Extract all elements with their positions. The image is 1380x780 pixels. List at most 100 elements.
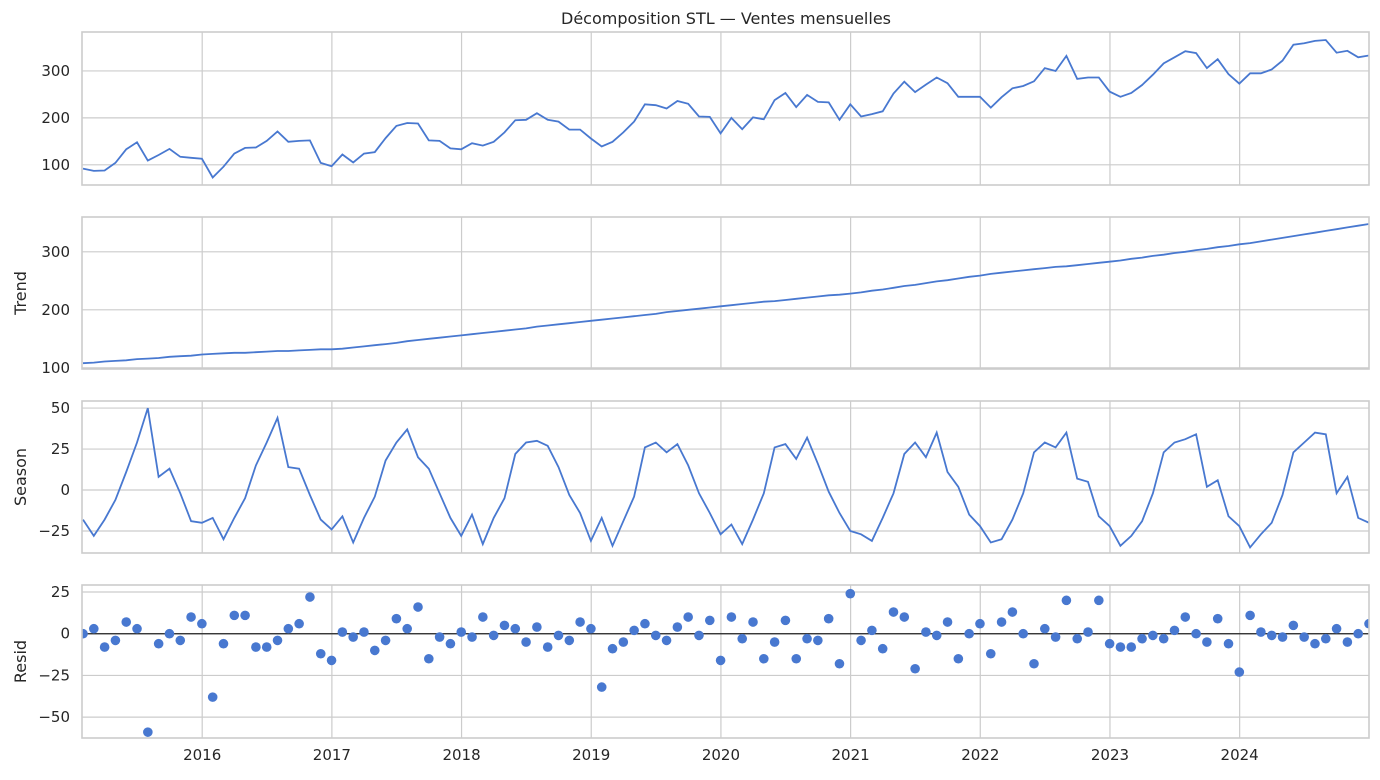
resid-point xyxy=(1342,637,1353,647)
resid-point xyxy=(1353,628,1363,639)
resid-point xyxy=(791,653,802,664)
resid-point xyxy=(618,637,629,647)
resid-point xyxy=(305,592,315,602)
resid-point xyxy=(445,638,456,649)
y-tick-label: 300 xyxy=(41,243,70,261)
resid-point xyxy=(1299,632,1309,642)
resid-point xyxy=(964,628,974,639)
panel-resid: 2016 2017 2018 2019 2020 2021 2022 2023 2024 −50 −… xyxy=(11,583,1370,764)
resid-point xyxy=(553,630,564,641)
resid-point xyxy=(953,653,964,664)
resid-point xyxy=(1310,638,1320,649)
resid-point xyxy=(575,617,585,627)
resid-point xyxy=(996,617,1007,627)
resid-point xyxy=(89,623,99,634)
resid-point xyxy=(82,628,88,639)
resid-point xyxy=(1256,627,1266,637)
resid-point xyxy=(1039,623,1050,634)
resid-point xyxy=(488,630,499,641)
resid-point xyxy=(1266,630,1277,641)
resid-point xyxy=(1331,623,1342,634)
resid-point xyxy=(596,682,607,692)
y-tick-label: 25 xyxy=(51,440,70,458)
resid-point xyxy=(1072,633,1083,644)
resid-point xyxy=(424,653,434,664)
resid-point xyxy=(834,658,845,669)
resid-point xyxy=(672,622,683,632)
resid-point xyxy=(1202,637,1212,647)
resid-point xyxy=(391,613,402,624)
y-axis-label: Trend xyxy=(11,271,30,316)
resid-point xyxy=(542,642,553,652)
x-tick-label: 2019 xyxy=(572,746,610,764)
resid-point xyxy=(1007,607,1018,617)
series-line xyxy=(82,39,1369,179)
resid-point xyxy=(1288,620,1299,631)
resid-point xyxy=(251,642,261,652)
resid-point xyxy=(1245,610,1255,621)
resid-point xyxy=(402,623,413,634)
resid-point xyxy=(1148,630,1158,641)
resid-point xyxy=(931,630,942,641)
resid-point xyxy=(1115,642,1126,652)
resid-point xyxy=(413,602,423,612)
panel-trend: 100 200 300 Trend xyxy=(11,216,1370,377)
resid-point xyxy=(499,620,510,631)
resid-point xyxy=(650,630,661,641)
y-tick-label: 100 xyxy=(41,156,70,174)
resid-point xyxy=(1364,618,1369,629)
resid-point xyxy=(921,627,931,637)
resid-point xyxy=(1320,633,1331,644)
panel-season: −25 0 25 50 Season xyxy=(11,399,1370,554)
y-tick-label: −50 xyxy=(38,708,70,726)
resid-point xyxy=(229,610,240,621)
series-line xyxy=(82,223,1369,365)
resid-point xyxy=(564,635,575,646)
resid-point xyxy=(532,622,542,632)
axes-frame xyxy=(81,216,1370,370)
resid-point xyxy=(586,623,596,634)
resid-point xyxy=(867,625,877,636)
resid-point xyxy=(888,607,899,617)
axes-frame xyxy=(81,400,1370,554)
y-tick-label: 300 xyxy=(41,62,70,80)
resid-point xyxy=(315,648,326,659)
x-tick-label: 2016 xyxy=(183,746,221,764)
panel-observed: 100 200 300 xyxy=(41,31,1370,186)
resid-point xyxy=(737,633,748,644)
resid-point xyxy=(877,643,888,654)
resid-point xyxy=(261,642,272,652)
y-axis-label: Season xyxy=(11,448,30,506)
resid-point xyxy=(748,617,758,627)
resid-point xyxy=(272,635,283,646)
resid-point xyxy=(715,655,726,666)
resid-point xyxy=(1083,627,1093,637)
y-tick-label: 50 xyxy=(51,399,70,417)
resid-point xyxy=(1191,628,1201,639)
resid-point xyxy=(294,618,304,629)
x-tick-label: 2018 xyxy=(442,746,480,764)
x-tick-label: 2022 xyxy=(961,746,999,764)
resid-point xyxy=(813,635,823,646)
resid-point xyxy=(985,648,996,659)
resid-point xyxy=(175,635,186,646)
axes-frame xyxy=(81,584,1370,739)
y-tick-label: 0 xyxy=(60,625,70,643)
resid-point xyxy=(899,612,910,622)
resid-point xyxy=(1061,595,1072,606)
resid-point xyxy=(683,612,693,622)
resid-point xyxy=(856,635,866,646)
resid-point xyxy=(1126,642,1137,652)
resid-point xyxy=(132,623,142,634)
y-tick-label: −25 xyxy=(38,522,70,540)
y-tick-label: −25 xyxy=(38,666,70,684)
resid-point xyxy=(607,643,618,654)
resid-point xyxy=(186,612,196,622)
resid-point xyxy=(380,635,391,646)
resid-point xyxy=(240,610,250,621)
resid-point xyxy=(704,615,715,626)
resid-point xyxy=(1234,667,1245,677)
resid-point xyxy=(629,625,639,636)
x-tick-label: 2024 xyxy=(1221,746,1259,764)
resid-point xyxy=(975,618,985,629)
